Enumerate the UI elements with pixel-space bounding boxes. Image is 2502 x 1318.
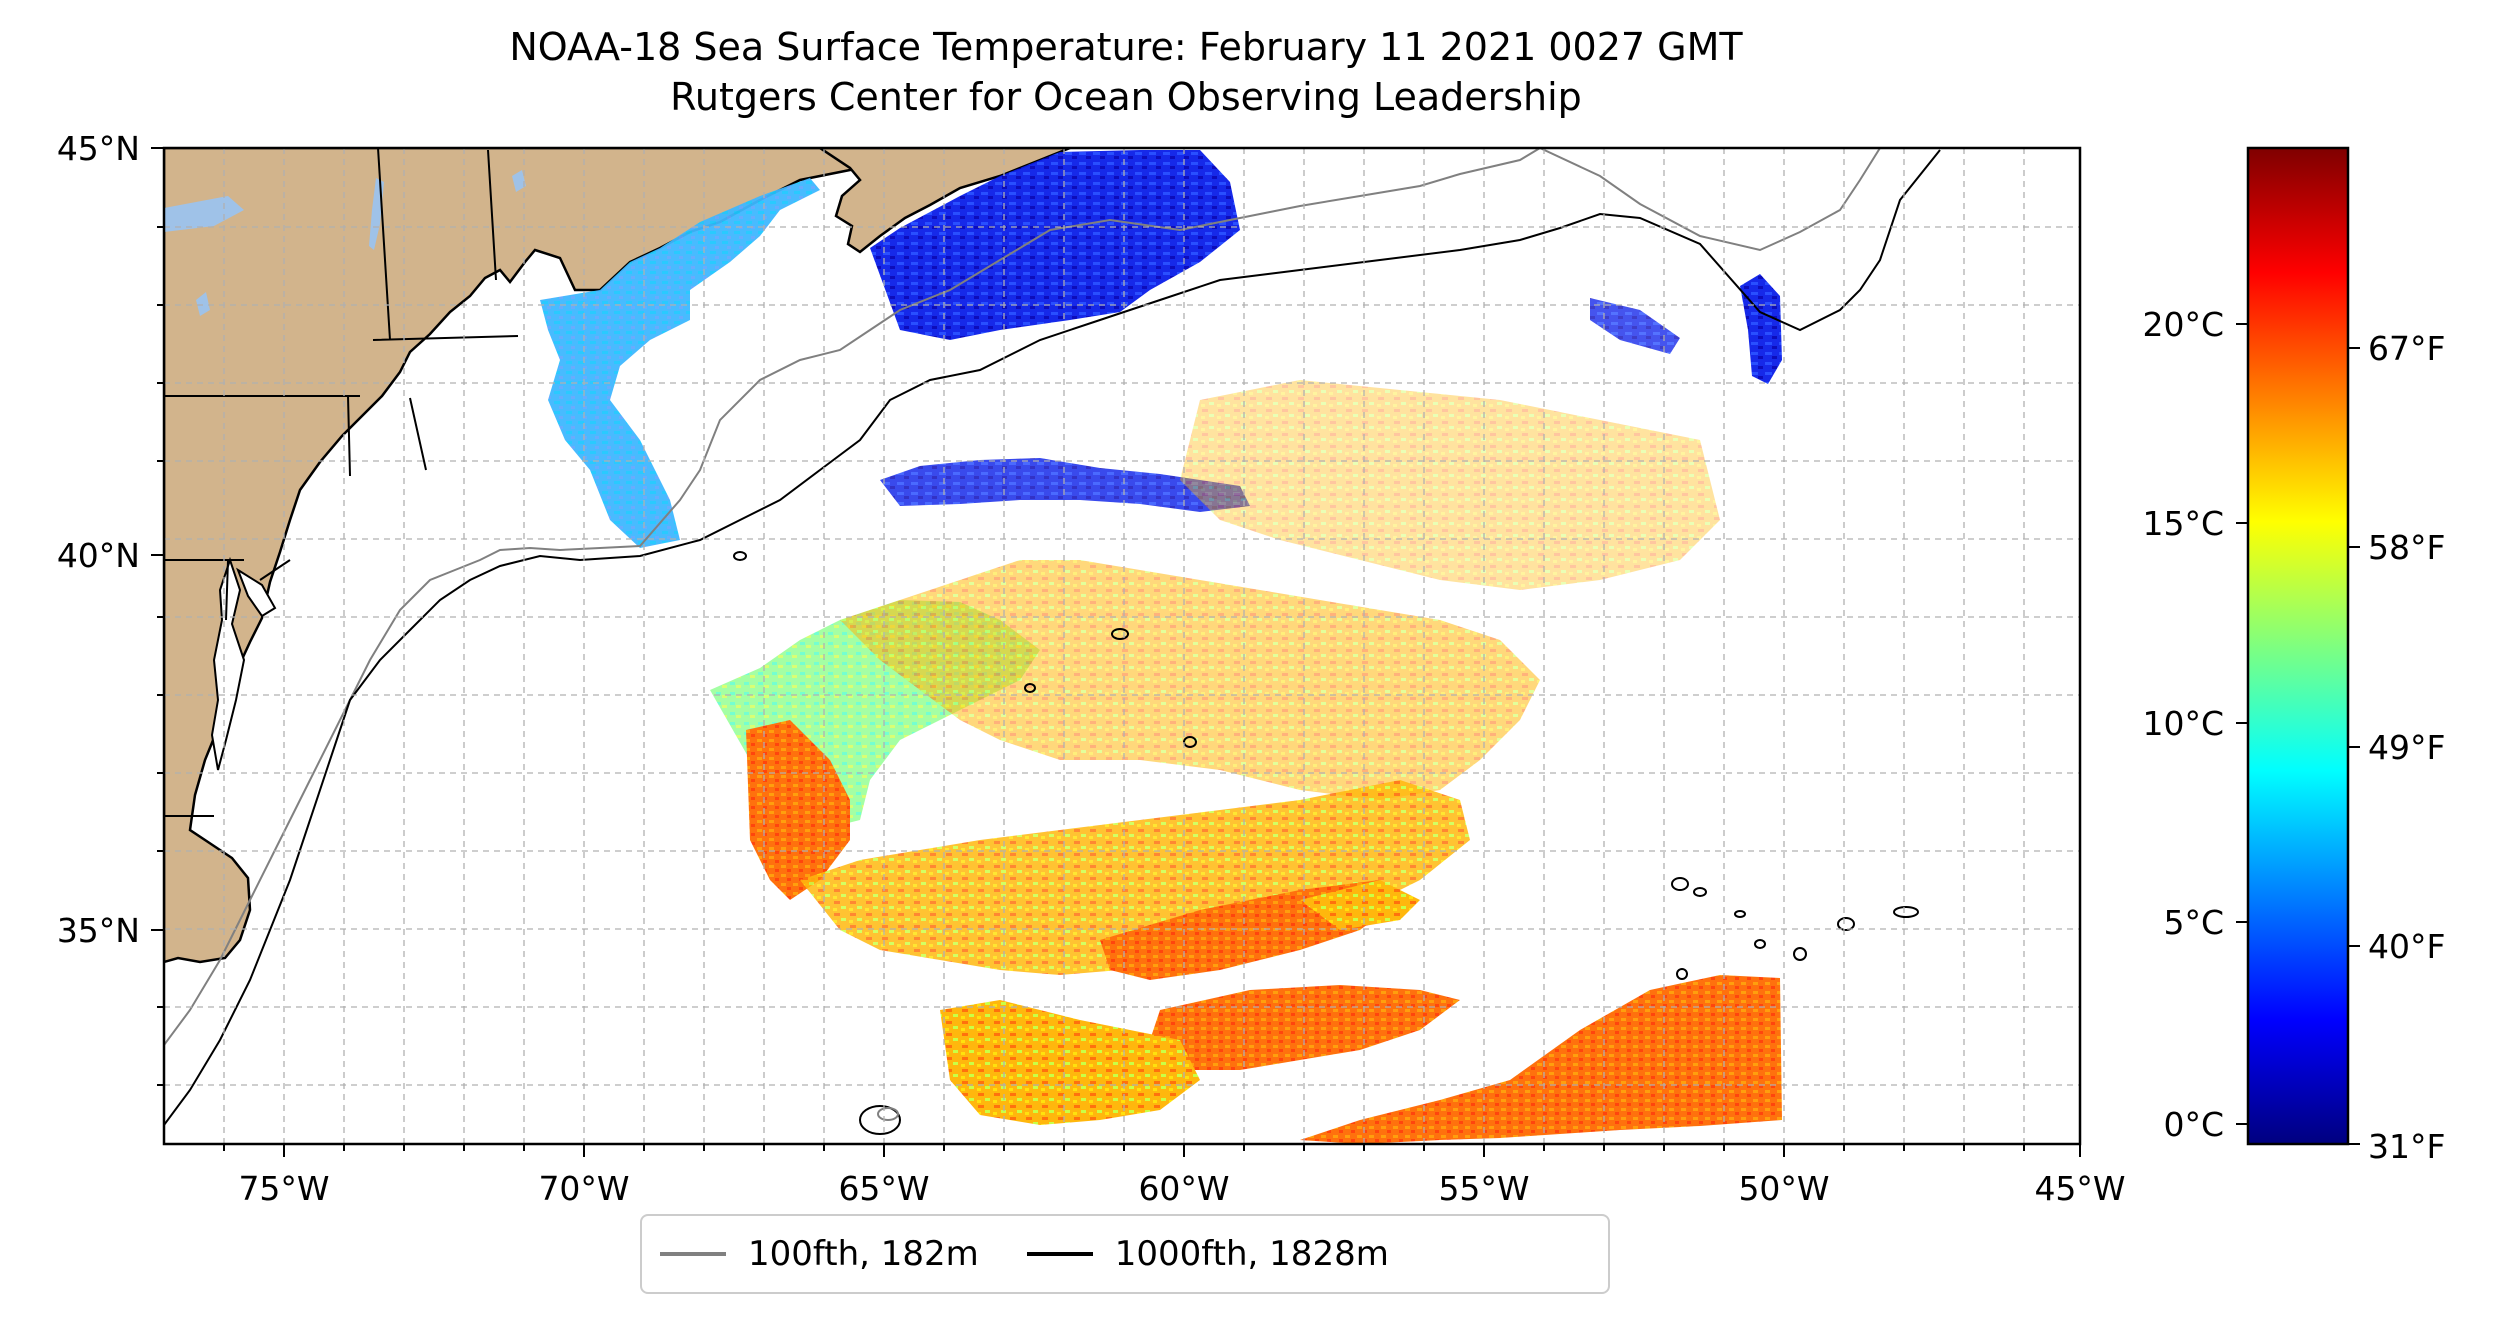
fahrenheit-tick-label: 40°F xyxy=(2368,927,2445,966)
latitude-labels: 45°N 40°N 35°N xyxy=(57,129,140,950)
fahrenheit-tick-label: 49°F xyxy=(2368,728,2445,767)
colorbar: 20°C 15°C 10°C 5°C 0°C 67°F 58°F 49°F 40… xyxy=(2142,146,2445,1166)
title-line-2: Rutgers Center for Ocean Observing Leade… xyxy=(670,75,1582,119)
legend-swatch-gray-line xyxy=(660,1252,726,1256)
lon-tick-label: 70°W xyxy=(538,1169,629,1208)
celsius-tick-label: 15°C xyxy=(2142,504,2224,543)
celsius-labels: 20°C 15°C 10°C 5°C 0°C xyxy=(2142,305,2224,1144)
map-frame xyxy=(162,146,2082,1146)
lat-tick-label: 45°N xyxy=(57,129,140,168)
celsius-tick-label: 20°C xyxy=(2142,305,2224,344)
lon-tick-label: 65°W xyxy=(838,1169,929,1208)
axis-ticks xyxy=(151,147,2081,1157)
legend-item-1000fth: 1000fth, 1828m xyxy=(1026,1234,1389,1274)
legend-swatch-black-line xyxy=(1026,1252,1093,1256)
chesapeake-bay xyxy=(210,556,246,771)
lon-tick-label: 60°W xyxy=(1138,1169,1229,1208)
land-mass xyxy=(164,148,872,964)
isobath-1000fth xyxy=(164,149,1941,1126)
longitude-labels: 75°W 70°W 65°W 60°W 55°W 50°W 45°W xyxy=(238,1169,2125,1208)
colorbar-ticks xyxy=(2236,323,2360,1145)
fahrenheit-tick-label: 67°F xyxy=(2368,329,2445,368)
title-line-1: NOAA-18 Sea Surface Temperature: Februar… xyxy=(509,25,1743,69)
celsius-tick-label: 10°C xyxy=(2142,704,2224,743)
colorbar-gradient xyxy=(2246,146,2350,1146)
fahrenheit-tick-label: 58°F xyxy=(2368,528,2445,567)
map-area xyxy=(164,148,2080,1144)
sst-data-layer xyxy=(540,150,1782,1144)
map-title: NOAA-18 Sea Surface Temperature: Februar… xyxy=(164,22,2088,122)
lon-tick-label: 75°W xyxy=(238,1169,329,1208)
lat-tick-label: 40°N xyxy=(57,536,140,575)
legend-item-100fth: 100fth, 182m xyxy=(660,1234,979,1274)
delaware-bay xyxy=(235,567,277,618)
fahrenheit-labels: 67°F 58°F 49°F 40°F 31°F xyxy=(2368,329,2445,1166)
celsius-tick-label: 0°C xyxy=(2163,1105,2224,1144)
legend-label: 100fth, 182m xyxy=(748,1234,979,1274)
lake-small-1 xyxy=(196,292,210,316)
fahrenheit-tick-label: 31°F xyxy=(2368,1127,2445,1166)
legend-label: 1000fth, 1828m xyxy=(1114,1234,1389,1274)
lake-small-2 xyxy=(512,170,526,192)
state-borders xyxy=(164,148,519,817)
gridlines xyxy=(164,148,2080,1144)
celsius-tick-label: 5°C xyxy=(2163,903,2224,942)
lon-tick-label: 50°W xyxy=(1738,1169,1829,1208)
lon-tick-label: 45°W xyxy=(2034,1169,2125,1208)
seamount-contours xyxy=(733,551,1919,1135)
isobath-100fth xyxy=(164,148,1881,1046)
isobath-legend: 100fth, 182m 1000fth, 1828m xyxy=(640,1214,1610,1294)
lon-tick-label: 55°W xyxy=(1438,1169,1529,1208)
lat-tick-label: 35°N xyxy=(57,911,140,950)
